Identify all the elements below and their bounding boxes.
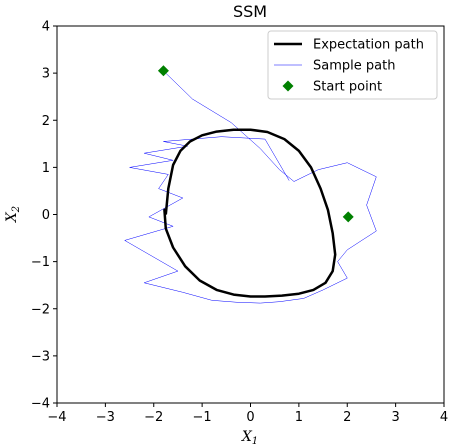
x-tick-label: −3 <box>96 410 115 425</box>
legend-start-point-marker <box>282 80 294 92</box>
start-point-marker <box>342 211 354 223</box>
x-axis: −4 −3 −2 −1 0 1 2 3 4 <box>47 403 448 425</box>
x-axis-label: X1 <box>241 429 258 446</box>
sample-path-line <box>124 70 377 304</box>
x-tick-label: 1 <box>295 410 303 425</box>
legend: Expectation path Sample path Start point <box>267 30 438 100</box>
x-tick-label: 3 <box>391 410 399 425</box>
y-tick-label: −3 <box>31 349 50 364</box>
y-tick-label: −2 <box>31 302 50 317</box>
y-axis-label: X2 <box>4 206 22 223</box>
expectation-path-line <box>163 128 337 298</box>
y-tick-label: −1 <box>31 255 50 270</box>
plot-area <box>124 65 377 304</box>
y-tick-label: 4 <box>42 20 50 35</box>
x-tick-label: 2 <box>343 410 351 425</box>
x-tick-label: 4 <box>440 410 448 425</box>
y-tick-label: 2 <box>42 114 50 129</box>
y-tick-label: 1 <box>42 161 50 176</box>
y-tick-label: 3 <box>42 67 50 82</box>
y-tick-label: −4 <box>31 397 50 412</box>
chart-title: SSM <box>233 2 267 21</box>
legend-label: Start point <box>313 80 382 95</box>
x-tick-label: −2 <box>144 410 163 425</box>
legend-box <box>267 30 438 100</box>
y-tick-label: 0 <box>42 208 50 223</box>
x-tick-label: 0 <box>246 410 254 425</box>
start-point-marker <box>157 65 169 77</box>
x-tick-label: −1 <box>193 410 212 425</box>
legend-label: Expectation path <box>313 38 424 53</box>
x-tick-label: −4 <box>47 410 66 425</box>
y-axis: −4 −3 −2 −1 0 1 2 3 4 <box>31 20 57 412</box>
legend-label: Sample path <box>313 59 395 74</box>
